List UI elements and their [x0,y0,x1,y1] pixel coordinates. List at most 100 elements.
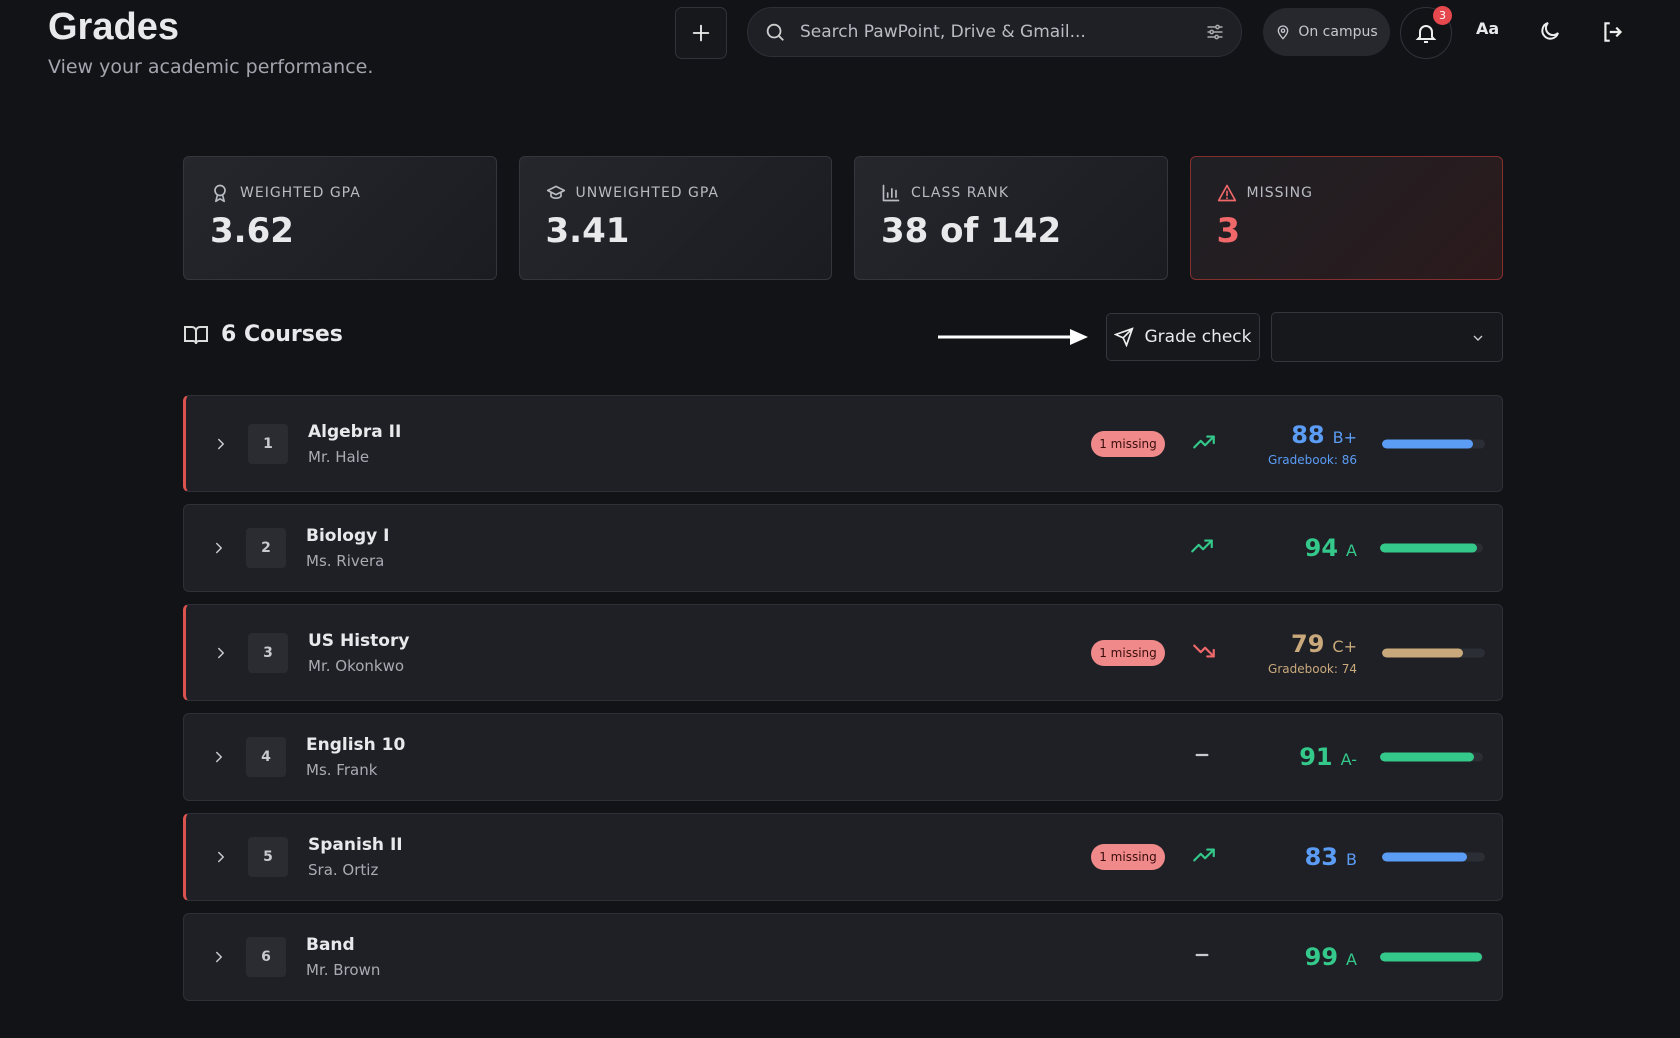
stat-value: 3.41 [545,211,630,251]
course-row[interactable]: 5 Spanish II Sra. Ortiz 1 missing 83 B [183,813,1503,901]
gradebook-grade: Gradebook: 86 [1268,452,1357,467]
stat-label: WEIGHTED GPA [240,185,361,201]
expand-chevron [216,542,222,554]
missing-badge: 1 missing [1091,639,1165,666]
grade-number: 91 [1299,743,1333,771]
trend-icon-flat [1195,753,1209,757]
course-row[interactable]: 4 English 10 Ms. Frank 91 A- [183,713,1503,801]
course-info: Band Mr. Brown [306,935,380,979]
course-number: 4 [246,737,286,777]
grade-check-label: Grade check [1144,327,1252,347]
stat-value: 38 of 142 [881,211,1062,251]
course-row[interactable]: 2 Biology I Ms. Rivera 94 A [183,504,1503,592]
grade-bar-track [1380,952,1483,962]
course-row[interactable]: 3 US History Mr. Okonkwo 1 missing 79 C+ Grade… [183,604,1503,701]
course-number: 2 [246,528,286,568]
book-icon [184,325,208,344]
font-size-button[interactable]: Aa [1476,19,1500,38]
course-teacher: Ms. Frank [306,761,378,779]
grade-check-button[interactable]: Grade check [1106,313,1260,361]
stat-label-row: MISSING [1217,183,1477,203]
missing-badge: 1 missing [1091,844,1165,870]
grade-bar [1382,852,1468,862]
stat-icon [1217,184,1236,202]
course-teacher: Mr. Hale [308,447,370,466]
expand-chevron [216,951,222,963]
theme-toggle[interactable] [1538,19,1562,43]
trend [1191,842,1217,872]
courses-header: 6 Courses [183,322,343,347]
search-bar[interactable]: Search PawPoint, Drive & Gmail... [747,7,1242,57]
grade-letter: A [1346,950,1357,969]
course-row[interactable]: 6 Band Mr. Brown 99 A [183,913,1503,1001]
grade-line: 83 B [1305,843,1357,871]
course-info: English 10 Ms. Frank [306,735,405,779]
stat-icon [214,184,226,203]
course-teacher: Ms. Rivera [306,552,385,570]
courses-heading: 6 Courses [221,322,343,347]
grade-line: 94 A [1305,534,1357,562]
course-number: 6 [246,937,286,977]
logout-button[interactable] [1600,19,1626,45]
dropdown[interactable] [1271,312,1503,362]
expand-chevron [218,647,224,658]
course-info: US History Mr. Okonkwo [308,631,409,675]
trend [1189,533,1215,563]
course-row[interactable]: 1 Algebra II Mr. Hale 1 missing 88 B+ Gradeboo… [183,395,1503,492]
gradebook-grade: Gradebook: 74 [1268,661,1357,676]
grade-bar [1380,952,1482,962]
grade-line: 88 B+ [1268,421,1357,449]
trend-icon-up [1193,848,1215,862]
expand-chevron [218,438,224,449]
course-info: Biology I Ms. Rivera [306,526,389,570]
grade-line: 79 C+ [1268,630,1357,658]
stat-value: 3 [1216,211,1241,251]
grade-number: 94 [1304,534,1339,562]
stat-label: UNWEIGHTED GPA [575,185,720,201]
grade-bar-track [1380,752,1483,762]
grade-number: 99 [1304,943,1339,971]
grade-letter: B [1346,850,1357,869]
stat-cards: WEIGHTED GPA 3.62 UNWEIGHTED GPA 3.41 CLASS … [183,156,1503,280]
missing-badge: 1 missing [1091,430,1165,457]
grade-block: 79 C+ Gradebook: 74 [1268,630,1357,676]
trend [1189,742,1215,772]
trend [1191,638,1217,668]
course-list: 1 Algebra II Mr. Hale 1 missing 88 B+ Gradeboo… [183,395,1503,1001]
grade-bar-track [1380,543,1483,553]
location-text: On campus [1298,24,1378,40]
stat-card: MISSING 3 [1189,156,1503,280]
grade-number: 88 [1291,420,1325,449]
grade-line: 91 A- [1299,743,1357,771]
stat-value: 3.62 [210,211,294,251]
expand-chevron [216,751,222,763]
grade-number: 79 [1291,629,1325,658]
grade-block: 94 A [1305,534,1357,562]
course-number: 5 [248,837,288,877]
grade-bar-track [1382,439,1485,448]
add-button[interactable] [675,7,727,59]
page-subtitle: View your academic performance. [48,56,374,78]
location-pill[interactable]: On campus [1263,8,1390,56]
course-teacher: Mr. Okonkwo [308,656,405,675]
plus-icon [692,24,710,42]
stat-icon [546,185,565,200]
expand-chevron [218,851,224,863]
trend-icon-up [1193,435,1215,448]
course-info: Spanish II Sra. Ortiz [308,835,403,879]
filter-icon[interactable] [1205,22,1225,42]
page-title: Grades [48,6,179,48]
search-placeholder: Search PawPoint, Drive & Gmail... [800,22,1086,42]
trend-icon-down [1193,644,1215,657]
stat-card: CLASS RANK 38 of 142 [854,156,1168,280]
pin-icon [1278,25,1289,40]
course-teacher: Mr. Brown [306,961,381,979]
course-info: Algebra II Mr. Hale [308,422,401,466]
grade-bar [1380,752,1474,762]
grade-block: 88 B+ Gradebook: 86 [1268,421,1357,467]
grade-letter: A- [1340,750,1357,769]
notifications-button[interactable] [1400,7,1452,59]
stat-label: MISSING [1246,185,1313,201]
